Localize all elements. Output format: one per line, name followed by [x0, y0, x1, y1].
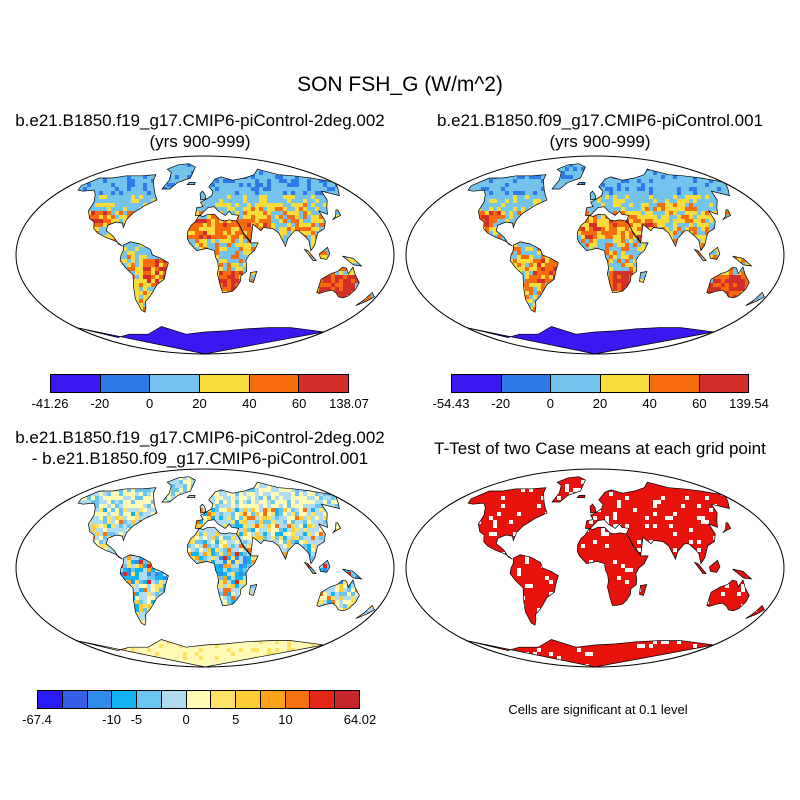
p4-globe-outline [405, 468, 785, 668]
colorbar-case2-labels: -54.43 -20 0 20 40 60 139.54 [433, 393, 769, 411]
colorbar-swatch [51, 375, 101, 392]
p2-coastlines [466, 163, 765, 354]
colorbar-swatch [137, 691, 162, 708]
colorbar-tick-label: -20 [491, 396, 511, 411]
colorbar-swatch [38, 691, 63, 708]
colorbar-tick-label: 0 [146, 396, 154, 411]
colorbar-tick-label: -41.26 [31, 396, 69, 411]
colorbar-difference-boxes [37, 690, 360, 709]
colorbar-tick-label: 20 [592, 396, 608, 411]
panel-1-title-line2: (yrs 900-999) [149, 132, 251, 151]
colorbar-tick-label: -20 [90, 396, 110, 411]
p3-coastlines [76, 476, 375, 667]
colorbar-swatch [200, 375, 250, 392]
colorbar-swatch [186, 691, 212, 708]
significance-note: Cells are significant at 0.1 level [508, 702, 688, 717]
colorbar-tick-label: 0 [182, 712, 190, 727]
colorbar-tick-label: 20 [192, 396, 207, 411]
map-panel-difference [15, 468, 395, 668]
colorbar-swatch [211, 691, 237, 708]
colorbar-swatch [87, 691, 113, 708]
colorbar-swatch [299, 375, 349, 392]
colorbar-case2: -54.43 -20 0 20 40 60 139.54 [433, 374, 769, 411]
panel-2-title-line2: (yrs 900-999) [549, 132, 651, 151]
colorbar-swatch [650, 375, 700, 392]
colorbar-case1-labels: -41.26 -20 0 20 40 60 138.07 [32, 393, 369, 411]
p2-map-svg [405, 155, 785, 355]
colorbar-swatch [335, 691, 359, 708]
colorbar-swatch [62, 691, 88, 708]
colorbar-tick-label: -67.4 [22, 712, 52, 727]
colorbar-difference-labels: -67.4 -10 -5 0 5 10 64.02 [22, 709, 376, 727]
map-panel-case2 [405, 155, 785, 355]
panel-1-title: b.e21.B1850.f19_g17.CMIP6-piControl-2deg… [0, 110, 400, 152]
colorbar-tick-label: 5 [232, 712, 240, 727]
colorbar-swatch [112, 691, 138, 708]
colorbar-tick-label: 10 [278, 712, 293, 727]
panel-4-title: T-Test of two Case means at each grid po… [400, 438, 800, 459]
panel-4-title-line1: T-Test of two Case means at each grid po… [434, 439, 766, 458]
panel-3-title: b.e21.B1850.f19_g17.CMIP6-piControl-2deg… [0, 427, 400, 469]
colorbar-swatch [249, 375, 300, 392]
p1-coastlines [76, 163, 375, 354]
colorbar-case2-boxes [451, 374, 749, 393]
colorbar-swatch [236, 691, 261, 708]
colorbar-tick-label: 138.07 [329, 396, 369, 411]
colorbar-swatch [501, 375, 551, 392]
colorbar-swatch [161, 691, 187, 708]
colorbar-case1: -41.26 -20 0 20 40 60 138.07 [32, 374, 369, 411]
p4-map-svg [405, 468, 785, 668]
map-panel-case1 [15, 155, 395, 355]
colorbar-swatch [551, 375, 601, 392]
colorbar-swatch [100, 375, 151, 392]
colorbar-swatch [699, 375, 748, 392]
colorbar-tick-label: 40 [242, 396, 257, 411]
colorbar-tick-label: -54.43 [432, 396, 470, 411]
p1-map-svg [15, 155, 395, 355]
colorbar-tick-label: 139.54 [729, 396, 769, 411]
p3-map-svg [15, 468, 395, 668]
panel-2-title-line1: b.e21.B1850.f09_g17.CMIP6-piControl.001 [436, 111, 764, 130]
p4-coastlines [466, 476, 765, 667]
panel-3-title-line1: b.e21.B1850.f19_g17.CMIP6-piControl-2deg… [15, 428, 385, 447]
p1-globe-outline [15, 155, 395, 355]
colorbar-tick-label: -5 [130, 712, 143, 727]
colorbar-swatch [285, 691, 311, 708]
colorbar-tick-label: 0 [546, 396, 554, 411]
p2-globe-outline [405, 155, 785, 355]
colorbar-swatch [452, 375, 502, 392]
colorbar-tick-label: -10 [102, 712, 121, 727]
colorbar-tick-label: 64.02 [343, 712, 377, 727]
figure-title: SON FSH_G (W/m^2) [297, 73, 503, 96]
colorbar-case1-boxes [50, 374, 349, 393]
colorbar-difference: -67.4 -10 -5 0 5 10 64.02 [22, 690, 376, 727]
colorbar-tick-label: 60 [291, 396, 307, 411]
colorbar-swatch [150, 375, 201, 392]
colorbar-tick-label: 60 [692, 396, 707, 411]
panel-2-title: b.e21.B1850.f09_g17.CMIP6-piControl.001 … [400, 110, 800, 152]
colorbar-swatch [600, 375, 650, 392]
panel-3-title-line2: - b.e21.B1850.f09_g17.CMIP6-piControl.00… [31, 449, 369, 468]
colorbar-swatch [310, 691, 336, 708]
colorbar-tick-label: 40 [642, 396, 657, 411]
p3-globe-outline [15, 468, 395, 668]
map-panel-ttest [405, 468, 785, 668]
panel-1-title-line1: b.e21.B1850.f19_g17.CMIP6-piControl-2deg… [15, 111, 385, 130]
colorbar-swatch [260, 691, 286, 708]
